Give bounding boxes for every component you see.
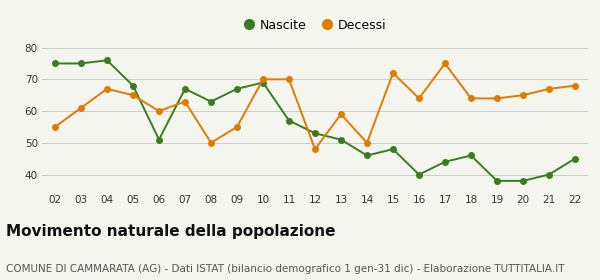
Legend: Nascite, Decessi: Nascite, Decessi [239, 14, 391, 37]
Text: Movimento naturale della popolazione: Movimento naturale della popolazione [6, 224, 335, 239]
Text: COMUNE DI CAMMARATA (AG) - Dati ISTAT (bilancio demografico 1 gen-31 dic) - Elab: COMUNE DI CAMMARATA (AG) - Dati ISTAT (b… [6, 264, 565, 274]
